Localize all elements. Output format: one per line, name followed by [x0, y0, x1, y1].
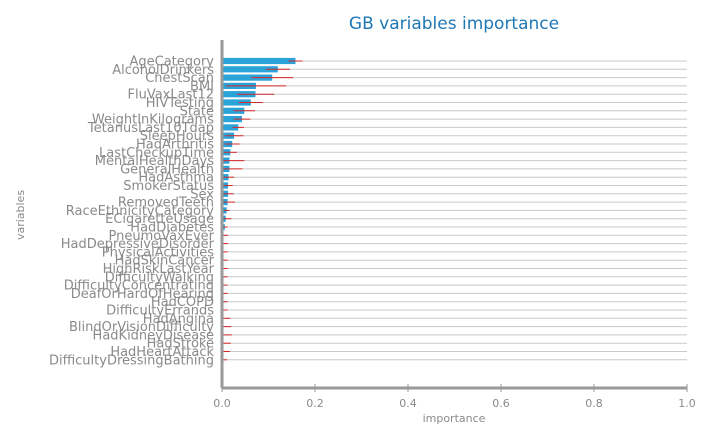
y-tick-label: RaceEthnicityCategory [66, 204, 214, 219]
y-tick-label: ChestScan [145, 71, 214, 86]
y-tick-label: HadAsthma [138, 171, 214, 186]
x-tick-label: 0.4 [399, 397, 417, 410]
y-tick-label: AgeCategory [129, 55, 214, 70]
y-tick-label: BlindOrVisionDifficulty [69, 320, 214, 335]
y-tick-label: LastCheckupTime [99, 146, 214, 161]
y-tick-label: HadDiabetes [130, 221, 214, 236]
y-tick-label: TetanusLast10Tdap [87, 121, 214, 136]
y-tick-label: ECigaretteUsage [105, 212, 214, 227]
y-tick-label: AlcoholDrinkers [112, 63, 214, 78]
y-tick-label: MentalHealthDays [95, 154, 214, 169]
y-tick-label: DeafOrHardOfHearing [71, 287, 214, 302]
y-tick-label: HIVTesting [146, 96, 214, 111]
y-tick-labels: AgeCategoryAlcoholDrinkersChestScanBMIFl… [49, 55, 215, 369]
y-tick-label: FluVaxLast12 [128, 88, 215, 103]
bar [222, 116, 242, 123]
y-tick-label: DifficultyDressingBathing [49, 353, 214, 368]
y-tick-label: Sex [190, 187, 214, 202]
y-tick-label: PhysicalActivities [102, 245, 214, 260]
y-tick-label: PneumoVaxEver [109, 229, 215, 244]
y-tick-label: SmokerStatus [123, 179, 214, 194]
y-tick-label: State [180, 104, 214, 119]
x-tick-label: 0.2 [306, 397, 324, 410]
y-tick-label: HadKidneyDisease [93, 328, 214, 343]
x-axis-label: importance [423, 412, 486, 425]
bar [222, 74, 273, 81]
bar [222, 99, 251, 106]
x-tick-label: 0.6 [492, 397, 510, 410]
y-tick-label: DifficultyConcentrating [64, 279, 214, 294]
y-tick-label: HadHeartAttack [110, 345, 214, 360]
axes [220, 40, 688, 392]
y-tick-label: WeightInKilograms [92, 113, 214, 128]
y-tick-label: GeneralHealth [120, 162, 214, 177]
y-tick-label: HadStroke [147, 337, 214, 352]
y-tick-label: BMI [190, 79, 214, 94]
chart-title: GB variables importance [349, 14, 559, 34]
grid [222, 60, 687, 361]
x-tick-label: 1.0 [678, 397, 696, 410]
y-tick-label: HadArthritis [136, 138, 214, 153]
y-tick-label: DifficultyWalking [105, 270, 214, 285]
bar [222, 57, 296, 65]
y-tick-label: RemovedTeeth [118, 196, 214, 211]
y-tick-label: HadDepressiveDisorder [61, 237, 215, 252]
y-tick-label: HadCOPD [151, 295, 214, 310]
x-tick-labels: 0.0 0.2 0.4 0.6 0.8 1.0 [213, 397, 696, 410]
x-tick-label: 0.0 [213, 397, 231, 410]
y-tick-label: SleepHours [140, 129, 214, 144]
bar [222, 124, 239, 131]
x-tick-label: 0.8 [585, 397, 603, 410]
y-tick-label: HadAngina [143, 312, 214, 327]
bar [222, 107, 245, 114]
y-tick-label: DifficultyErrands [106, 304, 214, 319]
y-axis-label: variables [14, 190, 27, 240]
bar [222, 66, 278, 73]
y-tick-label: HighRiskLastYear [103, 262, 215, 277]
y-tick-label: HadSkinCancer [115, 254, 215, 269]
